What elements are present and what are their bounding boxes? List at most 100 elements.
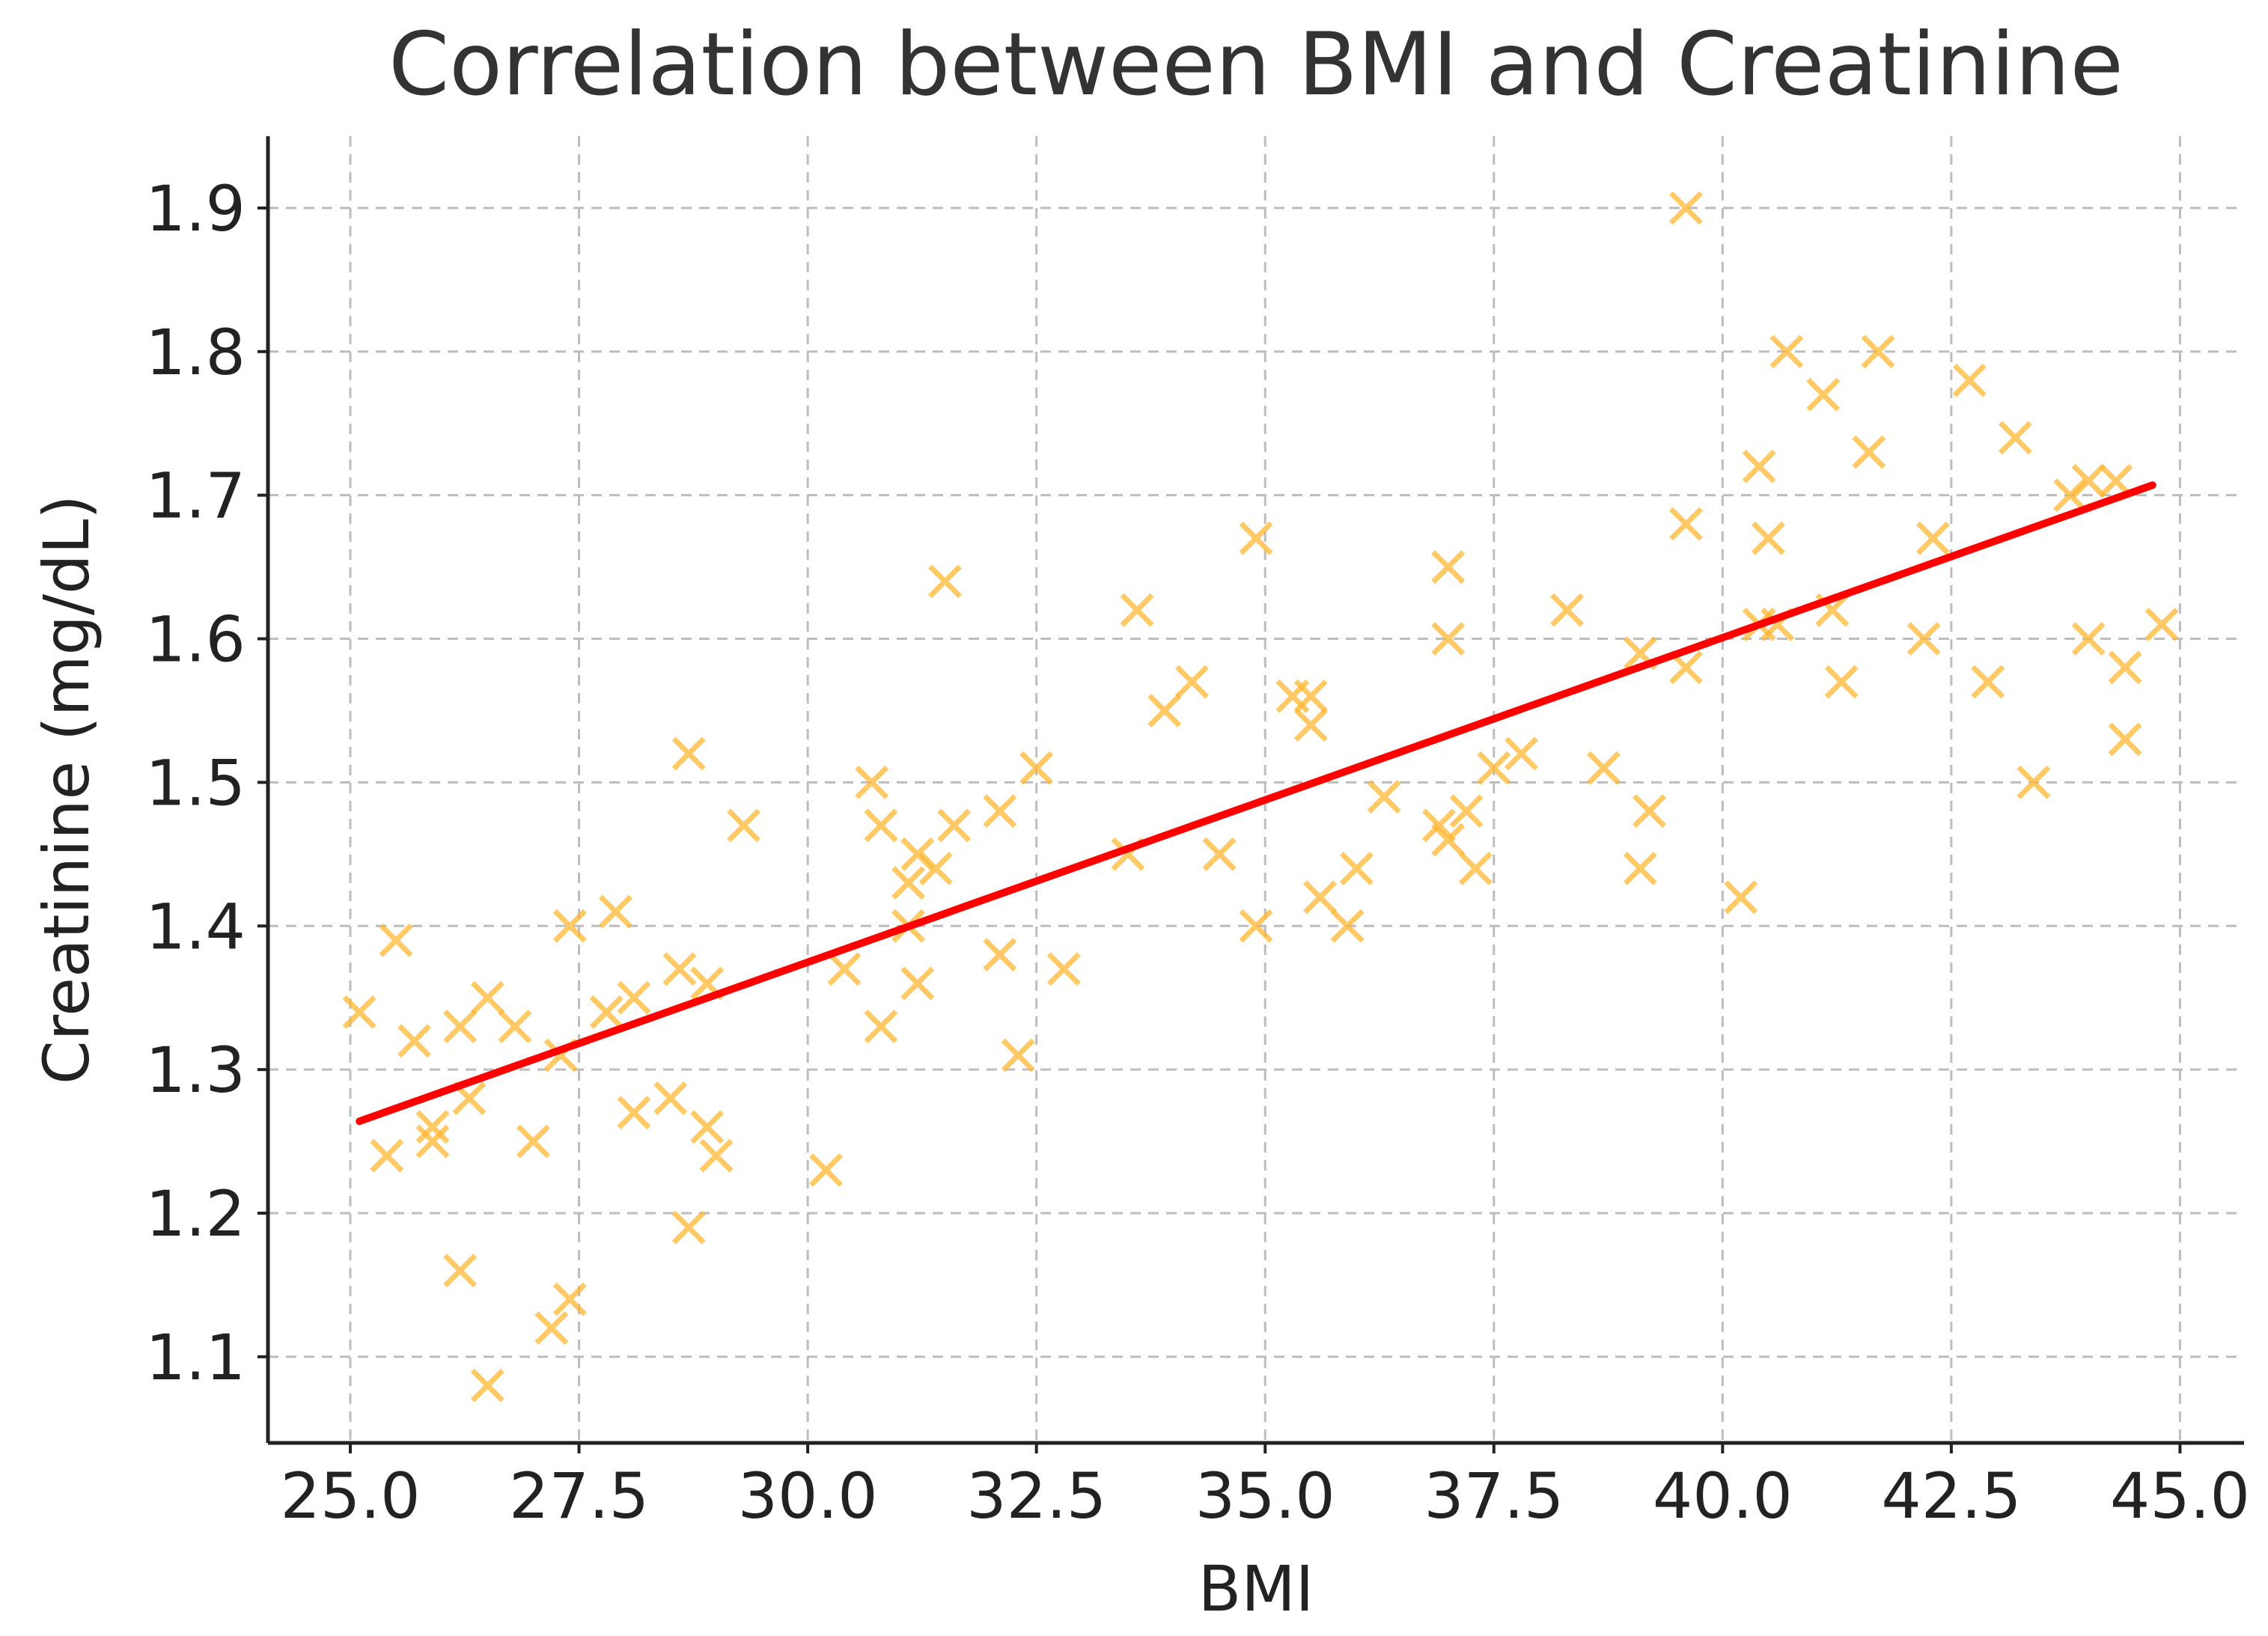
data-point [2144,607,2179,641]
data-point-stroke [1458,852,1493,886]
data-point [1550,593,1585,627]
data-point [1952,363,1987,397]
data-point-stroke [1852,435,1886,469]
data-point [617,1096,651,1130]
data-point [534,1311,569,1345]
data-point [2108,650,2142,685]
data-point-stroke [617,980,651,1015]
x-tick-label: 35.0 [1195,1459,1335,1533]
data-point-stroke [1367,780,1401,814]
data-point-stroke [900,837,935,871]
data-point [589,995,624,1029]
data-point-stroke [2099,464,2133,498]
data-point [864,808,898,843]
data-point [1120,593,1154,627]
x-tick-label: 40.0 [1653,1459,1793,1533]
data-point [653,1081,688,1115]
data-point-stroke [983,794,1017,828]
data-point [443,1254,478,1288]
data-point [415,1110,450,1144]
data-point [2071,464,2106,498]
data-point [1668,191,1703,225]
data-point [1239,909,1273,943]
data-point-stroke [1477,751,1511,785]
data-point-stroke [2016,765,2051,799]
data-point [498,1010,532,1044]
data-point [827,952,862,986]
data-point [1458,852,1493,886]
data-point-stroke [864,808,898,843]
data-point-stroke [1824,665,1859,699]
data-point [443,1010,478,1044]
data-point [617,980,651,1015]
data-point-stroke [534,1311,569,1345]
x-tick-label: 37.5 [1424,1459,1564,1533]
data-point [809,1153,844,1187]
data-point-stroke [671,736,706,771]
data-point-stroke [1339,852,1374,886]
data-point [1001,1038,1035,1072]
data-point-stroke [1971,665,2005,699]
data-point [516,1124,550,1159]
y-tick-label: 1.2 [145,1177,246,1251]
data-point [690,1110,725,1144]
x-tick-label: 30.0 [738,1459,878,1533]
data-point-stroke [2144,607,2179,641]
data-point [671,736,706,771]
y-tick-label: 1.5 [145,746,246,819]
data-points [342,191,2179,1402]
x-tick-label: 42.5 [1881,1459,2021,1533]
data-point [1019,751,1054,785]
data-point-stroke [2071,622,2106,656]
data-point-stroke [1623,852,1657,886]
data-point [598,894,632,929]
data-point-stroke [2053,478,2088,513]
data-point-stroke [927,564,962,599]
data-point-stroke [983,938,1017,972]
data-point-stroke [1046,952,1081,986]
data-point [470,980,504,1015]
data-point [1239,521,1273,555]
data-point [1303,880,1338,915]
data-point [1633,794,1667,828]
data-point-stroke [470,980,504,1015]
data-point-stroke [1239,909,1273,943]
data-point-stroke [397,1024,432,1058]
data-point [1861,335,1895,369]
data-point-stroke [617,1096,651,1130]
data-point-stroke [855,765,889,799]
data-point [2053,478,2088,513]
data-point-stroke [1202,837,1237,871]
data-point-stroke [443,1010,478,1044]
data-point [900,837,935,871]
data-point [379,923,413,957]
data-point-stroke [470,1368,504,1402]
data-point-stroke [1293,679,1328,713]
data-point-stroke [937,808,972,843]
y-tick-label: 1.6 [145,603,246,677]
data-point [2016,765,2051,799]
data-point-stroke [589,995,624,1029]
data-point-stroke [1633,794,1667,828]
data-point-stroke [1293,708,1328,742]
data-point-stroke [1001,1038,1035,1072]
data-point [1971,665,2005,699]
data-point [1174,665,1209,699]
data-point-stroke [727,808,761,843]
data-point-stroke [552,1282,587,1316]
axes [266,136,2244,1445]
trend-line-layer [356,481,2156,1126]
data-point-stroke [918,852,953,886]
x-tick-label: 25.0 [280,1459,420,1533]
data-point [927,564,962,599]
data-point-stroke [1431,822,1466,857]
data-point-stroke [1751,521,1785,555]
data-point [1202,837,1237,871]
y-tick-label: 1.4 [145,890,246,963]
chart-title: Correlation between BMI and Creatinine [388,14,2124,115]
data-point [470,1368,504,1402]
data-point [1915,521,1950,555]
data-point-stroke [1724,880,1758,915]
data-point-stroke [2071,464,2106,498]
